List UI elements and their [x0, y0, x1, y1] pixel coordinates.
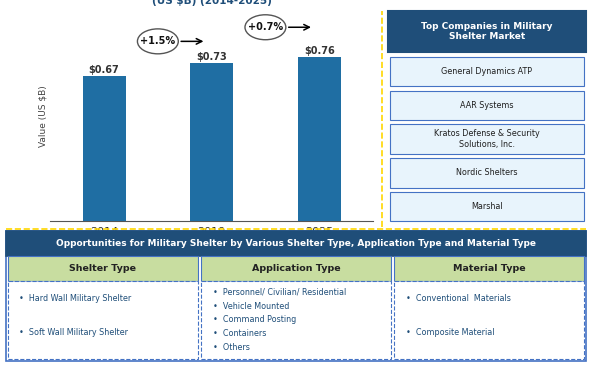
FancyBboxPatch shape [201, 281, 391, 359]
Y-axis label: Value (US $B): Value (US $B) [38, 85, 47, 147]
FancyBboxPatch shape [6, 231, 586, 256]
Text: Source: Lucintel: Source: Lucintel [297, 248, 379, 257]
Text: •  Others: • Others [213, 343, 249, 352]
FancyBboxPatch shape [6, 231, 586, 361]
Text: Kratos Defense & Security
Solutions, Inc.: Kratos Defense & Security Solutions, Inc… [434, 129, 540, 149]
Text: Shelter Type: Shelter Type [69, 264, 136, 273]
FancyBboxPatch shape [390, 158, 584, 187]
Text: Top Companies in Military
Shelter Market: Top Companies in Military Shelter Market [421, 22, 553, 41]
Text: +1.5%: +1.5% [140, 36, 175, 46]
Text: •  Hard Wall Military Shelter: • Hard Wall Military Shelter [20, 294, 131, 303]
FancyBboxPatch shape [390, 57, 584, 86]
Bar [83, 76, 126, 221]
FancyBboxPatch shape [394, 256, 584, 281]
Ellipse shape [137, 29, 178, 54]
Bar [190, 63, 233, 221]
Text: $0.67: $0.67 [89, 65, 120, 75]
Text: General Dynamics ATP: General Dynamics ATP [442, 67, 532, 76]
Text: •  Command Posting: • Command Posting [213, 315, 296, 324]
Bar [298, 56, 341, 221]
Text: AAR Systems: AAR Systems [460, 101, 514, 110]
Text: •  Composite Material: • Composite Material [406, 328, 494, 337]
Text: Nordic Shelters: Nordic Shelters [456, 168, 517, 178]
Text: Material Type: Material Type [453, 264, 526, 273]
Text: $0.76: $0.76 [304, 46, 334, 56]
Text: •  Vehicle Mounted: • Vehicle Mounted [213, 302, 289, 311]
FancyBboxPatch shape [390, 192, 584, 221]
Title: Trends and Forecast for the Global  Military Shelter Market
(US $B) (2014-2025): Trends and Forecast for the Global Milit… [37, 0, 386, 6]
FancyBboxPatch shape [394, 281, 584, 359]
Ellipse shape [245, 15, 286, 40]
Text: •  Conventional  Materials: • Conventional Materials [406, 294, 511, 303]
FancyBboxPatch shape [201, 256, 391, 281]
Text: Marshal: Marshal [471, 202, 503, 211]
FancyBboxPatch shape [388, 11, 586, 52]
FancyBboxPatch shape [390, 90, 584, 120]
Text: Application Type: Application Type [252, 264, 340, 273]
Text: •  Containers: • Containers [213, 329, 266, 338]
Text: Opportunities for Military Shelter by Various Shelter Type, Application Type and: Opportunities for Military Shelter by Va… [56, 239, 536, 248]
Text: •  Personnel/ Civilian/ Residential: • Personnel/ Civilian/ Residential [213, 288, 346, 297]
FancyBboxPatch shape [8, 256, 198, 281]
FancyBboxPatch shape [8, 281, 198, 359]
FancyBboxPatch shape [390, 124, 584, 154]
Text: $0.73: $0.73 [197, 52, 227, 62]
Text: +0.7%: +0.7% [248, 22, 283, 32]
Text: •  Soft Wall Military Shelter: • Soft Wall Military Shelter [20, 328, 128, 337]
